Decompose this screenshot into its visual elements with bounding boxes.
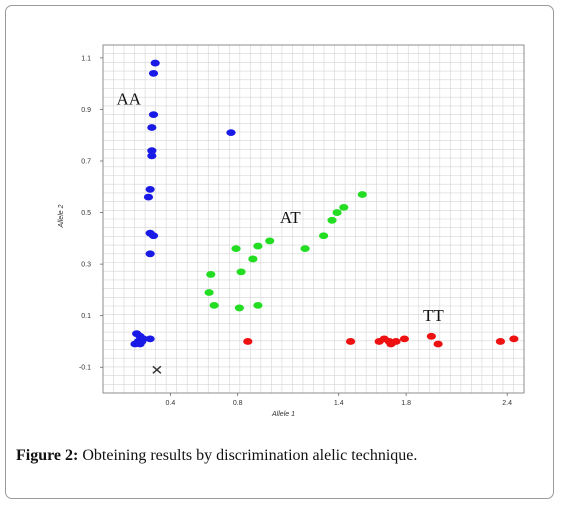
data-point-aa <box>147 152 157 160</box>
data-point-aa <box>135 340 145 348</box>
data-point-tt <box>509 335 519 343</box>
data-point-at <box>253 301 263 309</box>
figure-caption: Figure 2: Obteining results by discrimin… <box>16 447 546 465</box>
data-point-aa <box>145 185 155 193</box>
data-point-aa <box>147 147 157 155</box>
y-tick-label: 0.9 <box>81 107 91 114</box>
data-point-tt <box>243 338 253 345</box>
x-tick-label: 0.4 <box>165 400 175 407</box>
data-point-at <box>327 216 337 224</box>
data-point-at <box>209 301 219 309</box>
data-point-at <box>332 209 342 216</box>
x-tick-label: 1.4 <box>334 400 344 407</box>
data-point-aa <box>148 111 159 118</box>
data-point-tt <box>391 338 401 345</box>
y-tick-label: 0.7 <box>81 159 91 166</box>
data-point-tt <box>399 335 410 343</box>
cluster-label-at: AT <box>280 208 301 227</box>
y-tick-label: 0.3 <box>81 262 91 269</box>
data-point-at <box>206 271 216 278</box>
x-axis-label: Allele 1 <box>271 411 295 418</box>
x-tick-label: 0.8 <box>233 400 243 407</box>
data-point-aa <box>143 193 154 201</box>
data-point-at <box>204 289 214 296</box>
data-point-at <box>236 268 246 276</box>
cluster-label-aa: AA <box>116 89 141 108</box>
y-axis-label: Allele 2 <box>58 204 65 228</box>
data-point-at <box>265 237 275 245</box>
data-point-aa <box>145 335 155 343</box>
data-point-at <box>248 255 258 263</box>
scatter-chart: 0.4 0.8 1.4 1.8 2.4 1.1 0.9 0.7 0.5 0.3 0.1 -0.1 All… <box>58 44 525 418</box>
data-point-aa <box>226 129 236 137</box>
x-tick-label: 2.4 <box>502 400 512 407</box>
caption-text: Obteining results by discrimination alel… <box>78 447 418 464</box>
y-tick-label: -0.1 <box>79 365 91 372</box>
data-point-aa <box>147 124 157 131</box>
data-point-tt <box>426 332 436 340</box>
data-point-aa <box>148 69 159 77</box>
y-tick-label: 0.5 <box>81 210 91 217</box>
data-point-at <box>339 204 349 211</box>
data-point-tt <box>433 340 443 348</box>
data-point-at <box>319 232 329 240</box>
y-tick-label: 1.1 <box>81 55 91 62</box>
x-tick-label: 1.8 <box>401 400 411 407</box>
data-point-at <box>231 245 241 253</box>
no-template-control-marker <box>152 365 162 374</box>
data-point-at <box>357 191 367 198</box>
y-tick-label: 0.1 <box>81 313 91 320</box>
data-point-aa <box>150 59 160 67</box>
data-point-aa <box>145 250 155 258</box>
cluster-label-tt: TT <box>423 306 444 325</box>
data-point-aa <box>148 232 159 240</box>
caption-label: Figure 2: <box>16 447 79 464</box>
plot-border <box>102 44 525 394</box>
data-point-tt <box>495 338 506 345</box>
data-point-at <box>253 242 263 250</box>
data-point-tt <box>345 338 356 345</box>
data-point-at <box>234 304 245 312</box>
data-point-at <box>300 245 310 253</box>
